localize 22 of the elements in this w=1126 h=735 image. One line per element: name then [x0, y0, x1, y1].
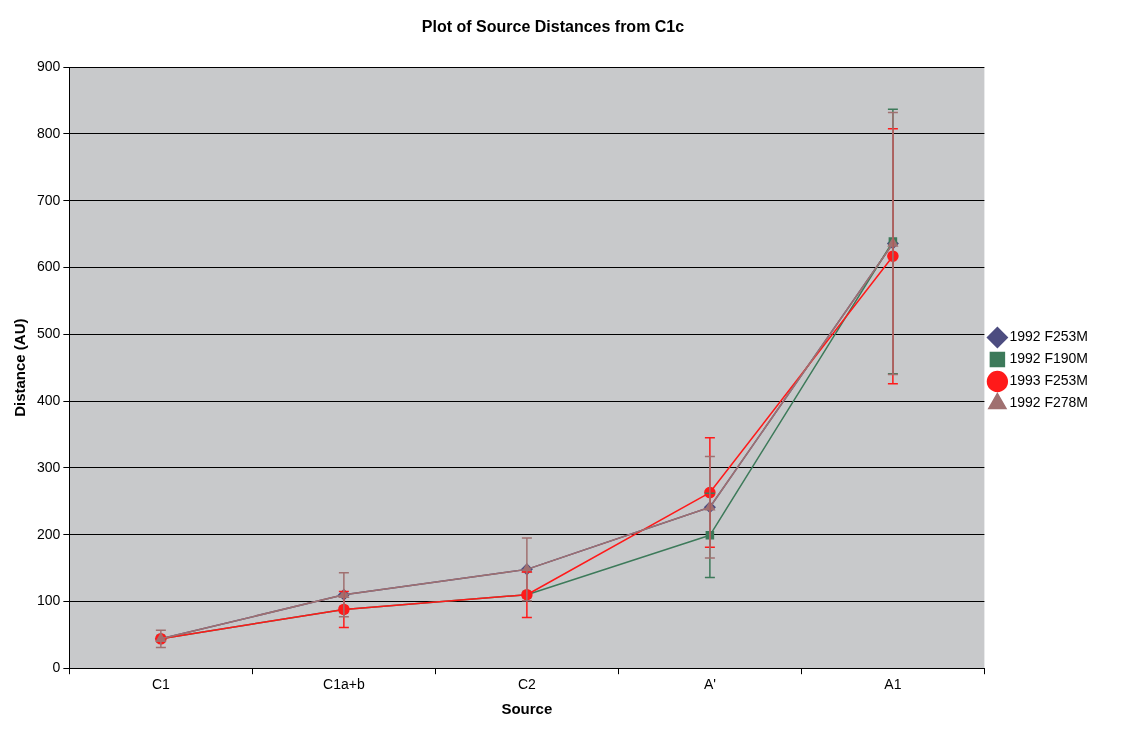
legend-label: 1992 F278M [1009, 394, 1088, 411]
y-tick-label: 700 [37, 191, 61, 208]
y-tick-label: 900 [37, 58, 61, 75]
y-tick-label: 0 [52, 659, 61, 676]
legend-label: 1992 F253M [1009, 328, 1088, 345]
x-axis-title: Source [501, 700, 553, 718]
y-tick-label: 300 [37, 458, 61, 475]
x-tick-label: A1 [884, 676, 902, 693]
y-tick-label: 400 [37, 391, 61, 408]
y-axis-title: Distance (AU) [11, 318, 29, 417]
y-tick-label: 800 [37, 124, 61, 141]
x-tick-label: C1a+b [323, 676, 365, 693]
legend-label: 1992 F190M [1009, 350, 1088, 367]
legend-label: 1993 F253M [1009, 372, 1088, 389]
x-tick-label: C2 [517, 676, 537, 693]
y-tick-label: 500 [37, 325, 61, 342]
chart-title: Plot of Source Distances from C1c [421, 18, 685, 36]
y-tick-label: 200 [37, 525, 61, 542]
y-tick-label: 600 [37, 258, 61, 275]
x-tick-label: A' [703, 676, 716, 693]
y-tick-label: 100 [37, 592, 61, 609]
x-tick-label: C1 [151, 676, 171, 693]
